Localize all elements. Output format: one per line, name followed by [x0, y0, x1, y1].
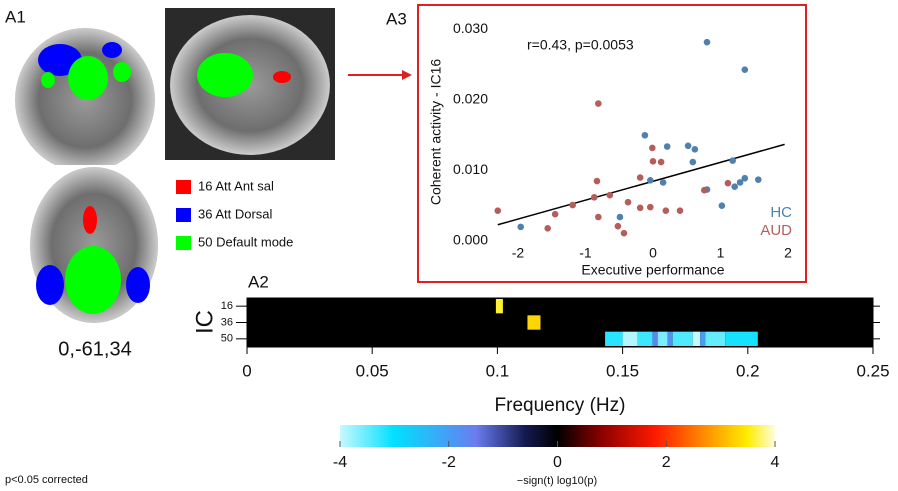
- point: [625, 199, 632, 206]
- x-tick-label: 0.05: [356, 361, 389, 380]
- x-tick-label: 2: [662, 454, 671, 471]
- heatmap-cell: [653, 332, 658, 346]
- point: [742, 66, 749, 73]
- point: [658, 159, 665, 166]
- point: [729, 157, 736, 164]
- point: [704, 39, 711, 46]
- x-axis-label: Frequency (Hz): [495, 395, 626, 416]
- point: [569, 202, 576, 209]
- point: [595, 214, 602, 221]
- x-tick-label: -4: [333, 454, 347, 471]
- point: [517, 224, 524, 231]
- y-tick-label: 0.020: [453, 91, 488, 107]
- heatmap-background: [247, 298, 873, 347]
- legend-label: 50 Default mode: [198, 234, 293, 249]
- heatmap-cell: [700, 332, 705, 346]
- point: [544, 225, 551, 232]
- point: [660, 179, 667, 186]
- y-tick-label: 16: [221, 300, 233, 312]
- figure: A1 A3 A2 0,-61,34 p<0.05 corrected 16 At…: [0, 0, 898, 491]
- brain-sagittal: [165, 8, 335, 160]
- x-tick-label: -2: [512, 245, 525, 261]
- brain-axial: [28, 165, 160, 325]
- arrow-head: [402, 70, 412, 80]
- heatmap-cell: [605, 332, 623, 346]
- point: [663, 207, 670, 214]
- point: [642, 132, 649, 139]
- legend-label: 36 Att Dorsal: [198, 206, 273, 221]
- y-tick-label: 0.030: [453, 20, 488, 36]
- heatmap-cell: [527, 315, 540, 329]
- panel-label: A1: [5, 7, 26, 26]
- point: [650, 158, 657, 165]
- y-tick-label: 0.000: [453, 232, 488, 248]
- legend-label: HC: [770, 204, 792, 221]
- x-tick-label: 2: [784, 245, 792, 261]
- point: [647, 204, 654, 211]
- point: [617, 214, 624, 221]
- y-axis-label: Coherent activity - IC16: [428, 59, 444, 205]
- point: [692, 146, 699, 153]
- heatmap-cell: [638, 332, 653, 346]
- point: [677, 207, 684, 214]
- point: [621, 230, 628, 237]
- point: [725, 180, 732, 187]
- point: [731, 183, 738, 190]
- point: [664, 143, 671, 150]
- point: [690, 159, 697, 166]
- point: [637, 205, 644, 212]
- point: [494, 207, 501, 214]
- heatmap-cell: [623, 332, 638, 346]
- annotation: r=0.43, p=0.0053: [527, 37, 634, 53]
- legend-label: 16 Att Ant sal: [198, 178, 274, 193]
- y-tick-label: 0.010: [453, 161, 488, 177]
- y-tick-label: 36: [221, 316, 233, 328]
- y-axis-label: IC: [191, 310, 218, 334]
- x-axis-label: −sign(t) log10(p): [517, 475, 597, 487]
- heatmap-cell: [705, 332, 725, 346]
- legend-swatch: [176, 236, 191, 250]
- y-tick-label: 50: [221, 333, 233, 345]
- heatmap-cell: [658, 332, 668, 346]
- point: [595, 100, 602, 107]
- point: [701, 187, 708, 194]
- x-tick-label: -2: [442, 454, 456, 471]
- legend-swatch: [176, 180, 191, 194]
- point: [637, 174, 644, 181]
- x-tick-label: 0.25: [856, 361, 889, 380]
- panel-label: A3: [386, 9, 407, 28]
- x-tick-label: 0.15: [606, 361, 639, 380]
- heatmap-cell: [693, 332, 701, 346]
- point: [607, 192, 614, 199]
- x-tick-label: 0.1: [486, 361, 510, 380]
- x-tick-label: 0: [242, 361, 251, 380]
- legend-label: AUD: [760, 222, 792, 239]
- point: [647, 177, 654, 184]
- heatmap-cell: [725, 332, 758, 346]
- point: [685, 143, 692, 150]
- heatmap-cell: [668, 332, 673, 346]
- point: [742, 175, 749, 182]
- point: [591, 194, 598, 201]
- heatmap-cell: [673, 332, 693, 346]
- x-tick-label: 4: [771, 454, 780, 471]
- point: [755, 176, 762, 183]
- legend-swatch: [176, 208, 191, 222]
- note: p<0.05 corrected: [5, 474, 88, 486]
- coordinate: 0,-61,34: [58, 338, 131, 360]
- x-axis-label: Executive performance: [581, 262, 724, 278]
- brain-coronal: [5, 28, 160, 172]
- x-tick-label: 0: [649, 245, 657, 261]
- x-tick-label: 0.2: [736, 361, 760, 380]
- x-tick-label: -1: [579, 245, 592, 261]
- heatmap-cell: [496, 299, 503, 313]
- point: [719, 202, 726, 209]
- point: [649, 145, 656, 152]
- x-tick-label: 1: [717, 245, 725, 261]
- point: [552, 211, 559, 218]
- point: [615, 223, 622, 230]
- x-tick-label: 0: [553, 454, 562, 471]
- point: [594, 178, 601, 185]
- panel-label: A2: [248, 272, 269, 291]
